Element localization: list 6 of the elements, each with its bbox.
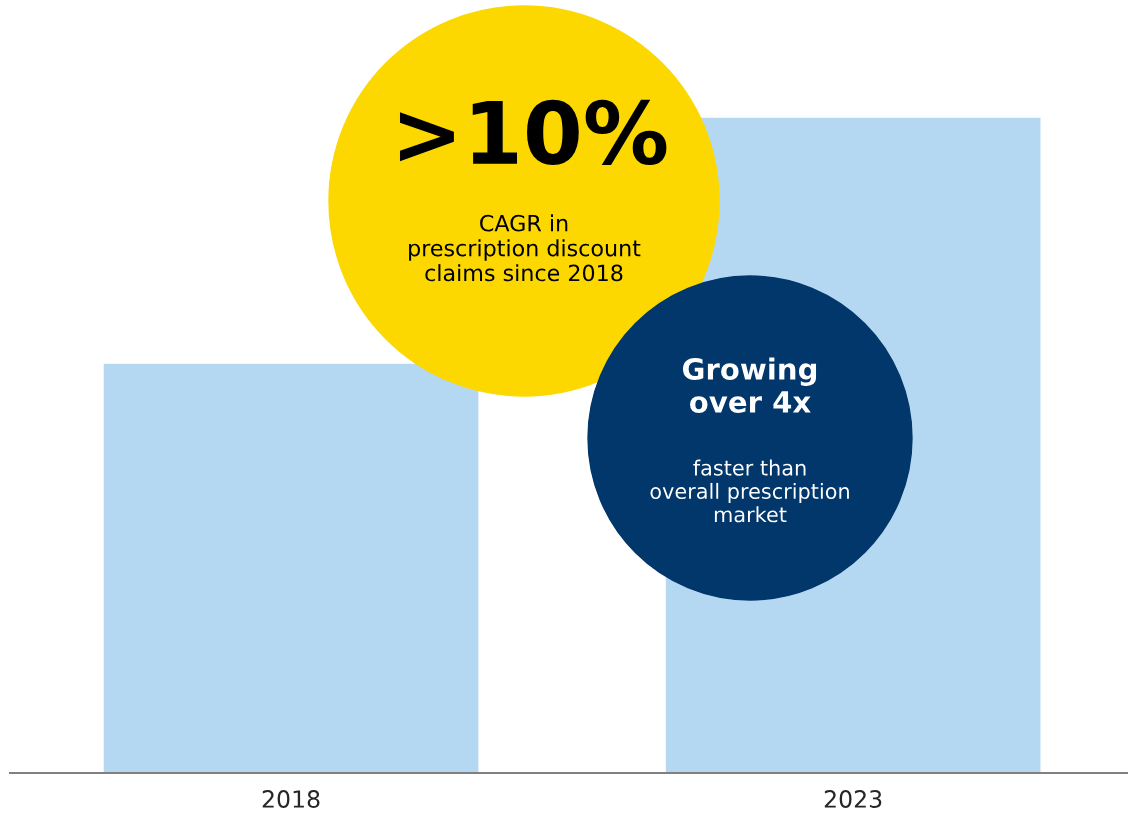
annotation: Growing over 4x: [682, 357, 817, 413]
annotation: >10%: [399, 99, 667, 165]
x-tick-label: 2018: [262, 790, 320, 808]
x-tick-label: 2023: [824, 790, 882, 808]
annotation: CAGR in prescription discount claims since 2018: [409, 214, 641, 282]
annotation: faster than overall prescription market: [650, 459, 849, 523]
